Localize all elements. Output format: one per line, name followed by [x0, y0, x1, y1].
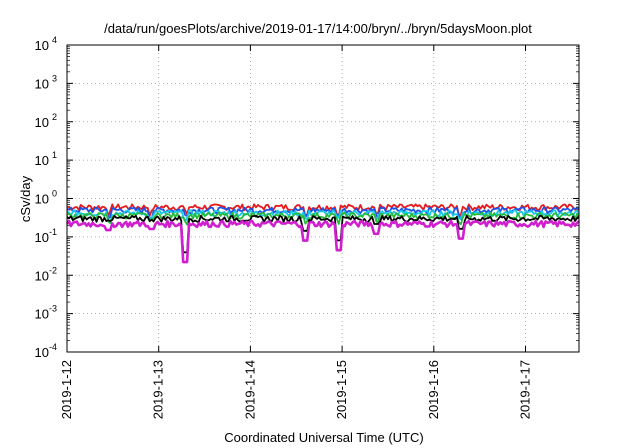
y-axis-label: cSv/day	[18, 175, 33, 222]
y-tick-label: 10	[35, 192, 49, 207]
y-tick-label: 10	[35, 307, 49, 322]
y-tick-exponent: -1	[49, 227, 57, 237]
x-tick-label: 2019-1-13	[151, 360, 166, 419]
y-tick-exponent: 2	[52, 112, 57, 122]
grid	[66, 44, 579, 353]
y-tick-exponent: 1	[52, 150, 57, 160]
x-tick-label: 2019-1-15	[334, 360, 349, 419]
x-tick-label: 2019-1-17	[518, 360, 533, 419]
y-tick-exponent: 4	[52, 35, 57, 45]
y-tick-exponent: 0	[52, 189, 57, 199]
y-tick-label: 10	[35, 268, 49, 283]
series-group	[65, 203, 580, 264]
series-line	[66, 211, 580, 226]
y-tick-label: 10	[35, 38, 49, 53]
y-tick-exponent: 3	[52, 73, 57, 83]
x-tick-labels: 2019-1-12 2019-1-13 2019-1-14 2019-1-15 2019…	[59, 360, 533, 419]
y-tick-label: 10	[35, 115, 49, 130]
y-tick-label: 10	[35, 153, 49, 168]
y-tick-label: 10	[35, 345, 49, 360]
x-axis-label: Coordinated Universal Time (UTC)	[224, 430, 423, 445]
plot-frame	[66, 44, 580, 353]
series-line	[65, 219, 580, 264]
y-tick-exponent: -2	[49, 265, 57, 275]
series-line	[66, 214, 580, 254]
x-tick-label: 2019-1-12	[59, 360, 74, 419]
y-tick-exponent: -4	[49, 342, 57, 352]
y-tick-label: 10	[35, 76, 49, 91]
chart-title: /data/run/goesPlots/archive/2019-01-17/1…	[104, 21, 532, 36]
x-tick-label: 2019-1-14	[242, 360, 257, 419]
y-tick-label: 10	[35, 230, 49, 245]
y-tick-exponent: -3	[49, 304, 57, 314]
x-tick-label: 2019-1-16	[426, 360, 441, 419]
